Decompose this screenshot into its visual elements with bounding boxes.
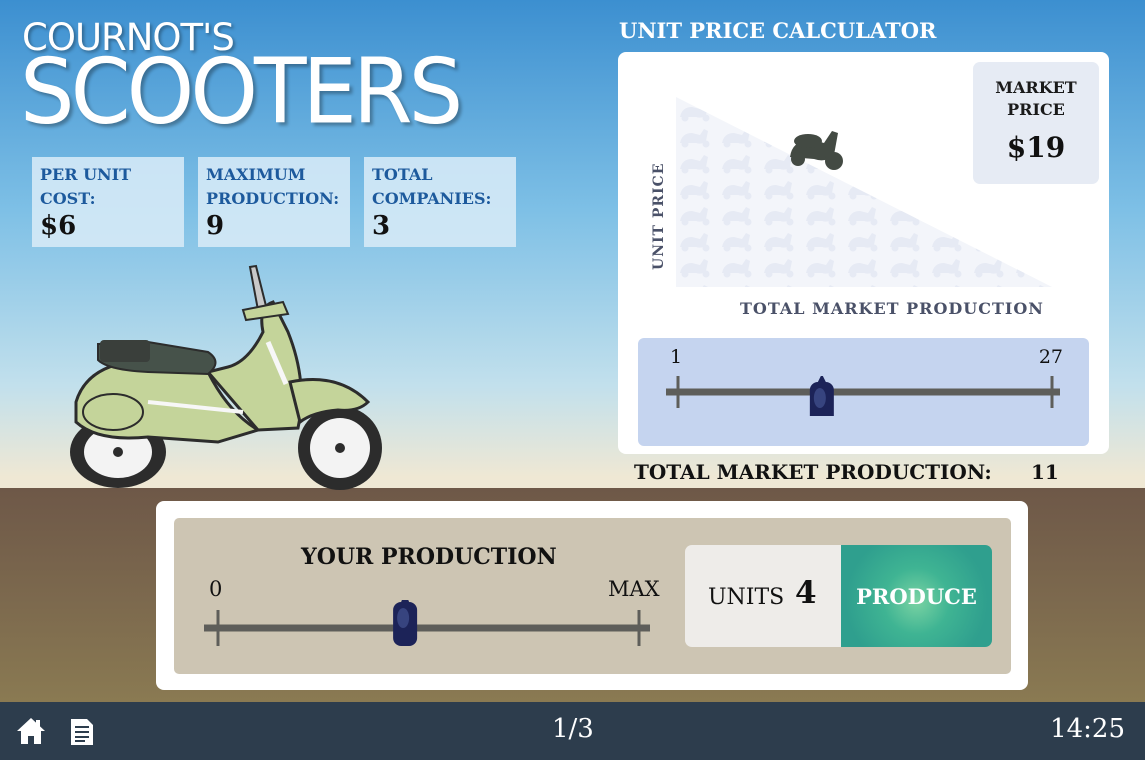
market-slider-min-label: 1 bbox=[670, 346, 683, 368]
market-slider-knob[interactable] bbox=[809, 376, 834, 416]
total-market-production-label: TOTAL MARKET PRODUCTION: bbox=[634, 460, 992, 484]
production-slider-knob[interactable] bbox=[393, 600, 418, 646]
production-controls: YOUR PRODUCTION 0 MAX UNITS 4 PRODUCE bbox=[174, 518, 1011, 674]
stat-value: $6 bbox=[40, 211, 77, 241]
production-slider-max-label: MAX bbox=[608, 577, 660, 601]
stat-value: 9 bbox=[206, 211, 225, 241]
stat-label: MAXIMUM PRODUCTION: bbox=[206, 165, 340, 208]
market-price-value: $19 bbox=[1006, 131, 1066, 164]
market-price-label: MARKET PRICE bbox=[995, 78, 1077, 119]
y-axis-label: UNIT PRICE bbox=[651, 162, 667, 270]
clock-display: 14:25 bbox=[1050, 714, 1125, 744]
units-label: UNITS bbox=[708, 585, 785, 610]
stat-per-unit-cost: PER UNIT COST: $6 bbox=[32, 157, 184, 247]
stat-total-companies: TOTAL COMPANIES: 3 bbox=[364, 157, 516, 247]
units-display: UNITS 4 bbox=[685, 545, 843, 647]
logo-top-text: COURNOT'S bbox=[22, 16, 235, 59]
production-slider-min-label: 0 bbox=[209, 577, 223, 601]
demand-curve-area bbox=[676, 97, 1052, 287]
your-production-slider[interactable] bbox=[202, 600, 652, 652]
total-market-production-value: 11 bbox=[1031, 460, 1059, 484]
produce-button[interactable]: PRODUCE bbox=[841, 545, 992, 647]
stat-max-production: MAXIMUM PRODUCTION: 9 bbox=[198, 157, 350, 247]
logo-main-text: SCOOTERS bbox=[20, 39, 463, 145]
stat-value: 3 bbox=[372, 211, 391, 241]
market-price-box: MARKET PRICE $19 bbox=[973, 62, 1099, 184]
stat-label: TOTAL COMPANIES: bbox=[372, 165, 492, 208]
page-indicator: 1/3 bbox=[552, 714, 594, 744]
scooter-illustration bbox=[70, 264, 382, 490]
home-icon[interactable] bbox=[15, 716, 47, 746]
price-marker-scooter-icon bbox=[790, 131, 843, 170]
bottom-navigation-bar: 1/3 14:25 bbox=[0, 702, 1145, 760]
document-icon[interactable] bbox=[69, 715, 95, 747]
stat-label: PER UNIT COST: bbox=[40, 165, 132, 208]
unit-price-calculator: MARKET PRICE $19 UNIT PRICE TOTAL MARKET… bbox=[618, 52, 1109, 454]
market-production-slider-panel: 1 27 bbox=[638, 338, 1089, 446]
your-production-title: YOUR PRODUCTION bbox=[301, 544, 557, 570]
units-value: 4 bbox=[795, 575, 817, 611]
market-production-slider[interactable] bbox=[664, 376, 1064, 416]
calculator-title: UNIT PRICE CALCULATOR bbox=[619, 18, 937, 43]
x-axis-label: TOTAL MARKET PRODUCTION bbox=[740, 299, 1044, 318]
production-panel: YOUR PRODUCTION 0 MAX UNITS 4 PRODUCE bbox=[156, 501, 1028, 690]
market-slider-max-label: 27 bbox=[1038, 346, 1063, 368]
